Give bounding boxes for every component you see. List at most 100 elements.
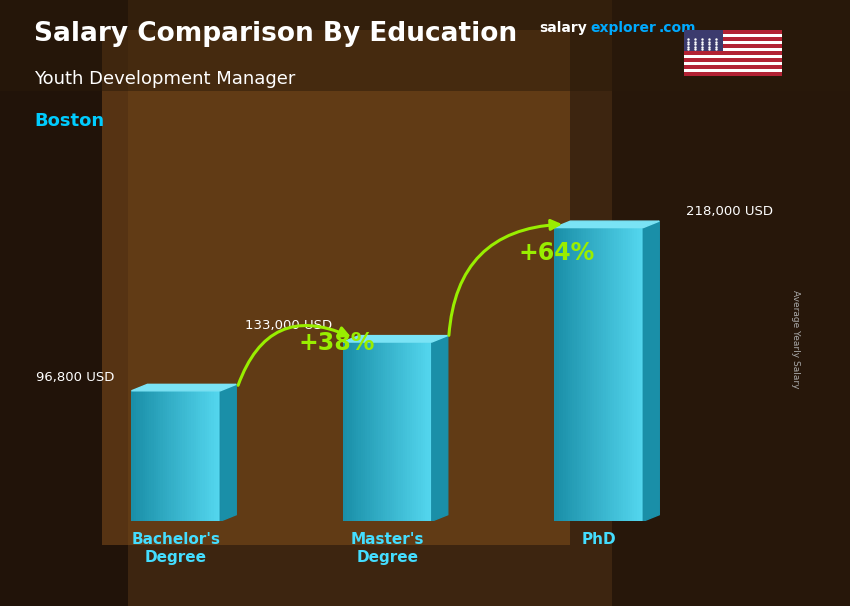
Bar [167, 391, 169, 521]
Bar [378, 342, 381, 521]
Bar [570, 228, 572, 521]
Bar [619, 228, 621, 521]
Bar [370, 342, 371, 521]
Bar [143, 391, 144, 521]
Bar [634, 228, 637, 521]
Bar [198, 391, 201, 521]
Bar [352, 342, 354, 521]
Bar [628, 228, 630, 521]
Bar [564, 228, 565, 521]
Bar [605, 228, 608, 521]
Bar [684, 41, 782, 44]
Bar [684, 55, 782, 58]
Bar [180, 391, 183, 521]
Bar [684, 48, 782, 52]
Text: +38%: +38% [298, 331, 375, 355]
Bar [178, 391, 180, 521]
Bar [405, 342, 407, 521]
Bar [684, 34, 782, 38]
Bar [561, 228, 564, 521]
Bar [150, 391, 151, 521]
Polygon shape [220, 384, 236, 521]
Bar [363, 342, 366, 521]
Bar [385, 342, 388, 521]
Bar [154, 391, 156, 521]
Text: Youth Development Manager: Youth Development Manager [34, 70, 296, 88]
Bar [612, 0, 850, 606]
Bar [377, 342, 378, 521]
Bar [213, 391, 216, 521]
Polygon shape [554, 221, 660, 228]
Text: explorer: explorer [591, 21, 656, 35]
Bar [371, 342, 374, 521]
Polygon shape [432, 336, 448, 521]
Bar [388, 342, 389, 521]
Bar [184, 391, 187, 521]
Bar [572, 228, 575, 521]
Bar [626, 228, 628, 521]
Bar [354, 342, 356, 521]
Bar [581, 228, 583, 521]
Bar [423, 342, 425, 521]
Bar [183, 391, 184, 521]
Bar [583, 228, 586, 521]
Bar [639, 228, 641, 521]
Bar [176, 391, 178, 521]
Polygon shape [343, 336, 448, 342]
Bar [343, 342, 345, 521]
Bar [205, 391, 207, 521]
Bar [190, 391, 191, 521]
Bar [411, 342, 414, 521]
Bar [568, 228, 570, 521]
Bar [349, 342, 352, 521]
Bar [429, 342, 432, 521]
Bar [623, 228, 626, 521]
Bar [173, 391, 176, 521]
Bar [400, 342, 403, 521]
Bar [407, 342, 410, 521]
Bar [367, 342, 370, 521]
Bar [212, 391, 213, 521]
Bar [169, 391, 172, 521]
Bar [421, 342, 423, 521]
Bar [637, 228, 639, 521]
Bar [641, 228, 643, 521]
Bar [360, 342, 363, 521]
Bar [594, 228, 597, 521]
Bar [218, 391, 220, 521]
Bar [576, 228, 579, 521]
Polygon shape [132, 384, 236, 391]
Bar [0, 0, 128, 606]
Bar [399, 342, 400, 521]
Bar [194, 391, 196, 521]
Text: Boston: Boston [34, 112, 104, 130]
Bar [612, 228, 615, 521]
Bar [587, 228, 590, 521]
Text: Average Yearly Salary: Average Yearly Salary [791, 290, 801, 388]
Bar [575, 228, 576, 521]
Bar [102, 30, 570, 545]
Bar [132, 391, 133, 521]
Bar [414, 342, 416, 521]
Bar [586, 228, 587, 521]
Text: 218,000 USD: 218,000 USD [686, 205, 773, 218]
Bar [599, 228, 601, 521]
Bar [201, 391, 202, 521]
Bar [557, 228, 559, 521]
Bar [425, 342, 428, 521]
Bar [579, 228, 581, 521]
Bar [356, 342, 359, 521]
Bar [147, 391, 150, 521]
Bar [410, 342, 411, 521]
Bar [196, 391, 198, 521]
Bar [359, 342, 360, 521]
Bar [161, 391, 162, 521]
Bar [590, 228, 592, 521]
Text: Salary Comparison By Education: Salary Comparison By Education [34, 21, 517, 47]
Bar [684, 30, 723, 52]
Bar [615, 228, 616, 521]
Bar [381, 342, 382, 521]
Bar [554, 228, 557, 521]
Bar [592, 228, 594, 521]
Bar [191, 391, 194, 521]
